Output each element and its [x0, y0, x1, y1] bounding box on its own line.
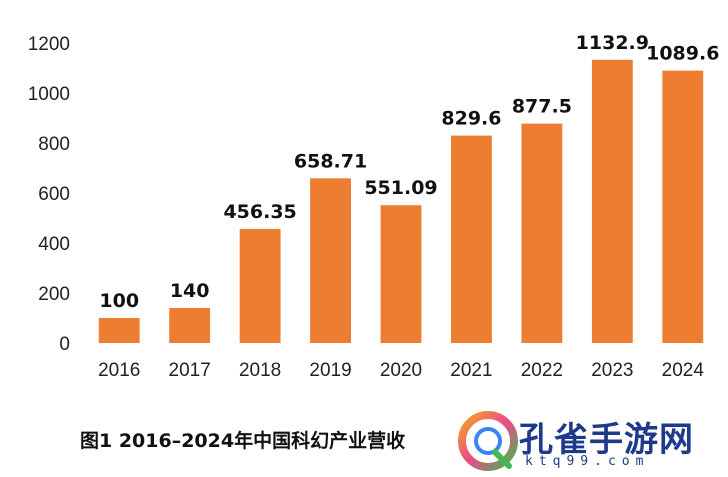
x-tick-label: 2022 [521, 360, 563, 381]
bar [380, 205, 422, 343]
y-tick-label: 0 [59, 334, 70, 355]
bar-series [98, 59, 704, 344]
bar-value-label: 829.6 [441, 108, 501, 130]
y-tick-label: 600 [38, 184, 70, 205]
watermark-url: ktq99.com [525, 454, 650, 469]
bar [310, 178, 351, 343]
y-tick-label: 200 [38, 284, 70, 305]
bar-value-label: 1132.9 [576, 32, 649, 54]
bar [239, 228, 281, 343]
x-tick-label: 2021 [450, 360, 492, 381]
bar [591, 59, 633, 344]
x-tick-label: 2016 [98, 360, 140, 381]
x-tick-label: 2024 [662, 360, 705, 381]
bar [169, 308, 211, 343]
value-labels: 100 140 456.35 658.71 551.09 829.6 877.5 1132.9… [99, 32, 719, 312]
x-axis: 2016 2017 2018 2019 2020 2021 2022 2023 2024 [98, 360, 704, 381]
bar [451, 135, 492, 343]
x-tick-label: 2020 [380, 360, 422, 381]
y-tick-label: 1000 [28, 84, 70, 105]
figure-caption: 图1 2016–2024年中国科幻产业营收 [80, 430, 406, 452]
x-tick-label: 2018 [239, 360, 281, 381]
x-tick-label: 2023 [591, 360, 633, 381]
bar-value-label: 140 [170, 280, 210, 302]
y-tick-label: 400 [38, 234, 70, 255]
x-tick-label: 2017 [169, 360, 211, 381]
y-tick-label: 1200 [28, 34, 70, 55]
bar [521, 123, 563, 343]
peacock-logo-icon [458, 411, 518, 471]
bar-value-label: 1089.6 [646, 43, 719, 65]
x-tick-label: 2019 [309, 360, 351, 381]
y-tick-label: 800 [38, 134, 70, 155]
bar-value-label: 658.71 [294, 150, 367, 172]
bar [98, 318, 140, 343]
watermark: 孔雀手游网 ktq99.com [455, 408, 725, 474]
bar-value-label: 100 [99, 290, 139, 312]
bar-value-label: 456.35 [223, 201, 296, 223]
y-axis: 0 200 400 600 800 1000 1200 [28, 34, 70, 355]
bar-value-label: 877.5 [512, 96, 572, 118]
bar-value-label: 551.09 [364, 177, 437, 199]
watermark-text: 孔雀手游网 [519, 420, 694, 460]
bar [662, 70, 704, 343]
